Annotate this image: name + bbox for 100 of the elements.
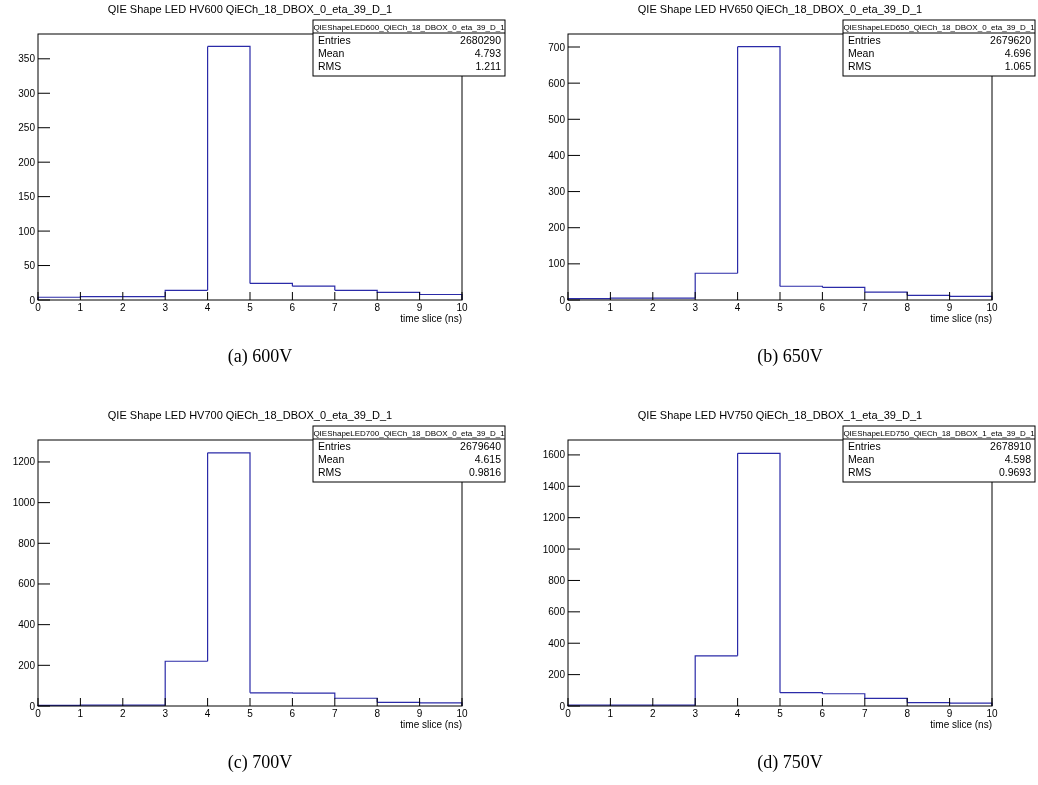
text: QIEShapeLED650_QiECh_18_DBOX_0_eta_39_D_1 [843,22,1036,32]
text: (c) 700V [227,752,293,773]
annotation: 2679620 [990,34,1032,46]
x-axis-title: time slice (ns) [400,313,462,324]
y-tick-label: 1000 [542,543,566,555]
x-tick-label: 2 [120,302,127,313]
text: 0.9816 [468,466,502,478]
y-tick-label: 500 [548,113,566,125]
annotation: 2678910 [990,440,1032,452]
x-tick-label: 8 [374,708,381,719]
y-tick-label: 800 [548,574,566,586]
y-tick-label: 200 [18,659,36,671]
text: (d) 750V [757,752,823,773]
text: (b) 650V [757,346,823,367]
annotation: Mean [318,47,345,59]
annotation: RMS [848,466,872,478]
x-tick-label: 1 [607,302,614,313]
x-tick-label: 9 [416,302,423,313]
x-tick-label: 3 [692,708,699,719]
annotation: Mean [848,453,875,465]
y-tick-label: 300 [548,186,566,198]
text: 4.793 [474,47,502,59]
x-tick-label: 5 [247,708,254,719]
y-tick-label: 400 [18,619,36,631]
y-tick-label: 1400 [542,480,566,492]
x-tick-label: 2 [650,302,657,313]
text: QIEShapeLED750_QiECh_18_DBOX_1_eta_39_D_1 [843,428,1036,438]
x-tick-label: 10 [986,302,998,313]
x-tick-label: 5 [247,302,254,313]
text: 4.696 [1004,47,1032,59]
x-tick-label: 7 [862,708,869,719]
y-tick-label: 1200 [12,456,36,468]
x-tick-label: 5 [777,708,784,719]
x-tick-label: 8 [904,302,911,313]
y-tick-label: 800 [18,537,36,549]
y-tick-label: 350 [18,53,36,65]
x-tick-label: 10 [456,708,468,719]
y-tick-label: 100 [18,225,36,237]
x-tick-label: 4 [734,708,741,719]
annotation: Entries [318,440,351,452]
y-tick-label: 300 [18,87,36,99]
text: (a) 600V [227,346,293,367]
chart-title: QIE Shape LED HV600 QiECh_18_DBOX_0_eta_39_D_1 [107,3,393,15]
chart-title: QIE Shape LED HV700 QiECh_18_DBOX_0_eta_39_D_1 [107,409,393,421]
annotation: RMS [848,60,872,72]
y-tick-label: 1600 [542,449,566,461]
x-tick-label: 4 [734,302,741,313]
annotation: RMS [318,60,342,72]
text: 4.598 [1004,453,1032,465]
text: 4.615 [474,453,502,465]
text: 1.211 [475,60,502,72]
x-tick-label: 1 [607,708,614,719]
y-tick-label: 400 [548,637,566,649]
y-tick-label: 100 [548,258,566,270]
y-tick-label: 1200 [542,512,566,524]
x-tick-label: 4 [204,708,211,719]
x-axis-title: time slice (ns) [930,719,992,730]
x-tick-label: 8 [904,708,911,719]
x-tick-label: 10 [986,708,998,719]
x-tick-label: 7 [862,302,869,313]
x-tick-label: 9 [946,708,953,719]
x-tick-label: 6 [289,708,296,719]
x-tick-label: 3 [692,302,699,313]
y-tick-label: 600 [548,77,566,89]
x-tick-label: 7 [332,708,339,719]
y-tick-label: 200 [548,669,566,681]
x-axis-title: time slice (ns) [930,313,992,324]
y-tick-label: 400 [548,149,566,161]
x-tick-label: 1 [77,708,84,719]
x-tick-label: 4 [204,302,211,313]
x-tick-label: 3 [162,708,169,719]
y-tick-label: 700 [548,41,566,53]
x-tick-label: 3 [162,302,169,313]
text: 1.065 [1004,60,1032,72]
x-tick-label: 6 [819,708,826,719]
y-tick-label: 200 [18,156,36,168]
x-tick-label: 8 [374,302,381,313]
x-tick-label: 9 [416,708,423,719]
x-tick-label: 7 [332,302,339,313]
x-tick-label: 1 [77,302,84,313]
x-tick-label: 6 [289,302,296,313]
y-tick-label: 150 [18,191,36,203]
y-tick-label: 600 [18,578,36,590]
x-axis-title: time slice (ns) [400,719,462,730]
x-tick-label: 6 [819,302,826,313]
text: 0.9693 [998,466,1032,478]
x-tick-label: 2 [120,708,127,719]
annotation: 2679640 [460,440,502,452]
annotation: Entries [848,440,881,452]
y-tick-label: 250 [18,122,36,134]
annotation: Entries [318,34,351,46]
annotation: Mean [318,453,345,465]
annotation: RMS [318,466,342,478]
x-tick-label: 5 [777,302,784,313]
annotation: 2680290 [460,34,502,46]
text: QIEShapeLED700_QiECh_18_DBOX_0_eta_39_D_1 [313,428,506,438]
y-tick-label: 50 [23,260,36,272]
text: QIEShapeLED600_QiECh_18_DBOX_0_eta_39_D_1 [313,22,506,32]
annotation: Mean [848,47,875,59]
y-tick-label: 600 [548,606,566,618]
